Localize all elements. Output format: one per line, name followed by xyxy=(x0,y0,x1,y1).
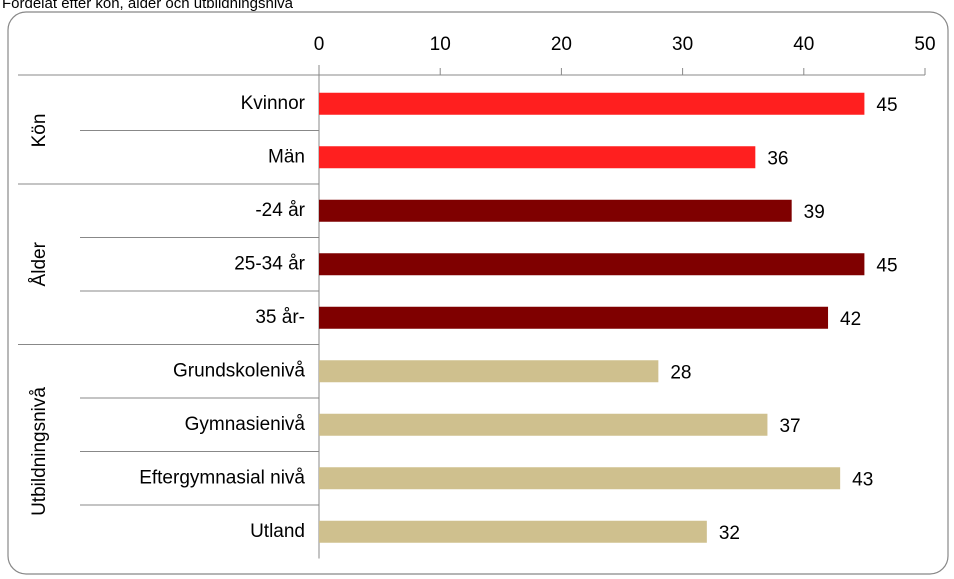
value-label: 28 xyxy=(670,362,691,383)
value-label: 32 xyxy=(719,523,740,544)
group-label: Kön xyxy=(29,114,50,148)
bar xyxy=(319,413,768,436)
value-label: 42 xyxy=(840,309,861,330)
clip xyxy=(0,0,954,6)
bar xyxy=(319,306,829,329)
bar xyxy=(319,520,707,543)
category-label: Utland xyxy=(250,521,305,542)
group-label: Ålder xyxy=(29,241,50,286)
value-label: 36 xyxy=(767,148,788,169)
group-label: Utbildningsnivå xyxy=(29,387,50,516)
x-tick-label: 50 xyxy=(914,34,935,55)
x-tick-label: 10 xyxy=(430,34,451,55)
category-label: 25-34 år xyxy=(234,253,305,274)
x-tick-label: 40 xyxy=(793,34,814,55)
bar xyxy=(319,199,792,222)
value-label: 45 xyxy=(876,95,897,116)
x-tick-label: 20 xyxy=(551,34,572,55)
category-label: 35 år- xyxy=(255,307,305,328)
category-label: Grundskolenivå xyxy=(173,360,305,381)
value-label: 43 xyxy=(852,469,873,490)
x-tick-label: 0 xyxy=(314,34,325,55)
bar xyxy=(319,253,865,276)
x-tick-label: 30 xyxy=(672,34,693,55)
category-label: -24 år xyxy=(255,200,305,221)
bar xyxy=(319,146,756,169)
category-label: Kvinnor xyxy=(241,93,306,114)
bar xyxy=(319,360,659,383)
bar xyxy=(319,92,865,115)
subtitle: Fördelat efter kön, ålder och utbildning… xyxy=(2,0,294,12)
value-label: 39 xyxy=(804,202,825,223)
category-label: Gymnasienivå xyxy=(185,414,306,435)
category-label: Män xyxy=(268,146,305,167)
value-label: 37 xyxy=(779,416,800,437)
category-label: Eftergymnasial nivå xyxy=(139,467,305,488)
bar xyxy=(319,467,841,490)
value-label: 45 xyxy=(876,255,897,276)
